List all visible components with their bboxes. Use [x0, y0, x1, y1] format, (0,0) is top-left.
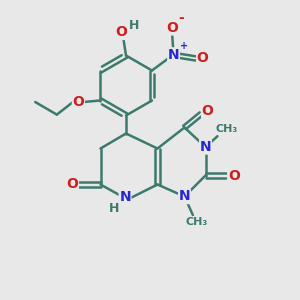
Text: N: N: [179, 190, 190, 203]
Text: O: O: [197, 52, 208, 65]
Text: CH₃: CH₃: [215, 124, 238, 134]
Text: O: O: [202, 104, 214, 118]
Text: N: N: [119, 190, 131, 204]
Text: N: N: [200, 140, 211, 154]
Text: CH₃: CH₃: [185, 217, 208, 227]
Text: -: -: [179, 11, 184, 25]
Text: H: H: [109, 202, 119, 215]
Text: O: O: [116, 26, 128, 39]
Text: O: O: [66, 178, 78, 191]
Text: +: +: [180, 41, 188, 51]
Text: N: N: [168, 48, 179, 62]
Text: O: O: [73, 95, 84, 109]
Text: H: H: [129, 19, 140, 32]
Text: O: O: [228, 169, 240, 182]
Text: O: O: [166, 21, 178, 35]
